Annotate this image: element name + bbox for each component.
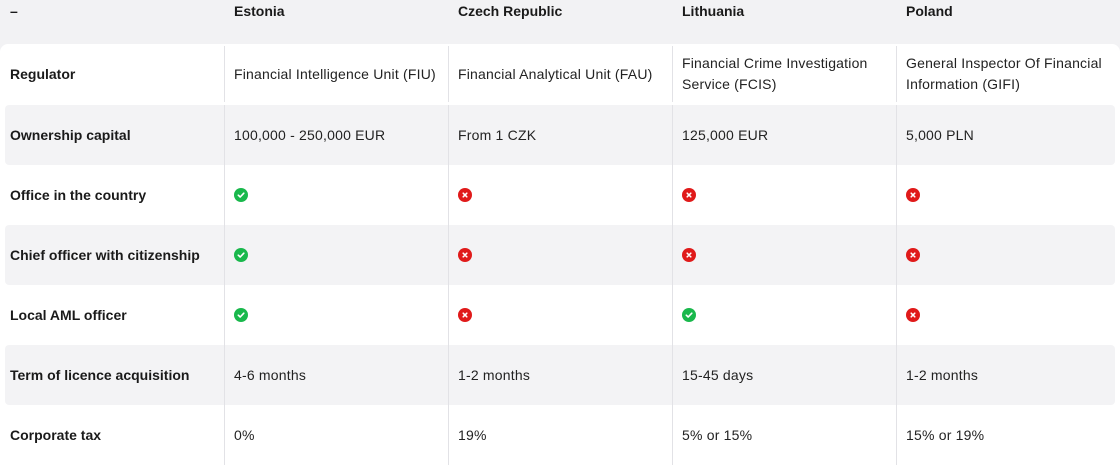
cell-czech-republic: 1-2 months bbox=[448, 345, 672, 405]
table-row-corporate-tax: Corporate tax 0% 19% 5% or 15% 15% or 19… bbox=[5, 405, 1115, 465]
check-circle-icon bbox=[234, 188, 248, 202]
header-country-poland: Poland bbox=[906, 3, 953, 19]
cell-poland: General Inspector Of Financial Informati… bbox=[896, 46, 1120, 102]
cell-lithuania: 125,000 EUR bbox=[672, 105, 896, 165]
table-header: – Estonia Czech Republic Lithuania Polan… bbox=[0, 0, 1120, 44]
cell-estonia: Financial Intelligence Unit (FIU) bbox=[224, 46, 448, 102]
cell-czech-republic bbox=[448, 165, 672, 225]
header-country-czech-republic: Czech Republic bbox=[458, 3, 563, 19]
cross-circle-icon bbox=[458, 188, 472, 202]
cell-estonia bbox=[224, 285, 448, 345]
cell-estonia: 4-6 months bbox=[224, 345, 448, 405]
cross-circle-icon bbox=[682, 248, 696, 262]
cross-circle-icon bbox=[458, 248, 472, 262]
cell-estonia bbox=[224, 225, 448, 285]
table-row-licence-term: Term of licence acquisition 4-6 months 1… bbox=[5, 345, 1115, 405]
row-label: Corporate tax bbox=[10, 427, 102, 443]
cell-estonia: 0% bbox=[224, 405, 448, 465]
cell-czech-republic: 19% bbox=[448, 405, 672, 465]
cell-poland: 1-2 months bbox=[896, 345, 1120, 405]
header-country-lithuania: Lithuania bbox=[682, 3, 745, 19]
table-body: Regulator Financial Intelligence Unit (F… bbox=[0, 44, 1120, 465]
row-label: Ownership capital bbox=[10, 127, 131, 143]
cell-poland: 5,000 PLN bbox=[896, 105, 1120, 165]
row-label: Term of licence acquisition bbox=[10, 367, 190, 383]
check-circle-icon bbox=[682, 308, 696, 322]
cell-poland bbox=[896, 165, 1120, 225]
cell-lithuania: Financial Crime Investigation Service (F… bbox=[672, 46, 896, 102]
cell-czech-republic: Financial Analytical Unit (FAU) bbox=[448, 46, 672, 102]
table-row-local-aml-officer: Local AML officer bbox=[5, 285, 1115, 345]
table-row-office-in-country: Office in the country bbox=[5, 165, 1115, 225]
table-row-ownership-capital: Ownership capital 100,000 - 250,000 EUR … bbox=[5, 105, 1115, 165]
check-circle-icon bbox=[234, 248, 248, 262]
cross-circle-icon bbox=[906, 188, 920, 202]
check-circle-icon bbox=[234, 308, 248, 322]
cross-circle-icon bbox=[906, 248, 920, 262]
cell-poland: 15% or 19% bbox=[896, 405, 1120, 465]
row-label: Chief officer with citizenship bbox=[10, 247, 200, 263]
table-row-regulator: Regulator Financial Intelligence Unit (F… bbox=[5, 44, 1115, 104]
cell-estonia bbox=[224, 165, 448, 225]
cross-circle-icon bbox=[682, 188, 696, 202]
cell-lithuania bbox=[672, 165, 896, 225]
cell-poland bbox=[896, 225, 1120, 285]
cell-lithuania bbox=[672, 225, 896, 285]
cross-circle-icon bbox=[906, 308, 920, 322]
header-corner: – bbox=[10, 3, 18, 19]
cell-lithuania bbox=[672, 285, 896, 345]
cell-czech-republic: From 1 CZK bbox=[448, 105, 672, 165]
cross-circle-icon bbox=[458, 308, 472, 322]
cell-lithuania: 5% or 15% bbox=[672, 405, 896, 465]
cell-czech-republic bbox=[448, 285, 672, 345]
table-row-chief-officer: Chief officer with citizenship bbox=[5, 225, 1115, 285]
header-country-estonia: Estonia bbox=[234, 3, 285, 19]
row-label: Regulator bbox=[10, 66, 76, 82]
row-label: Local AML officer bbox=[10, 307, 127, 323]
row-label: Office in the country bbox=[10, 187, 147, 203]
cell-estonia: 100,000 - 250,000 EUR bbox=[224, 105, 448, 165]
cell-czech-republic bbox=[448, 225, 672, 285]
cell-lithuania: 15-45 days bbox=[672, 345, 896, 405]
cell-poland bbox=[896, 285, 1120, 345]
